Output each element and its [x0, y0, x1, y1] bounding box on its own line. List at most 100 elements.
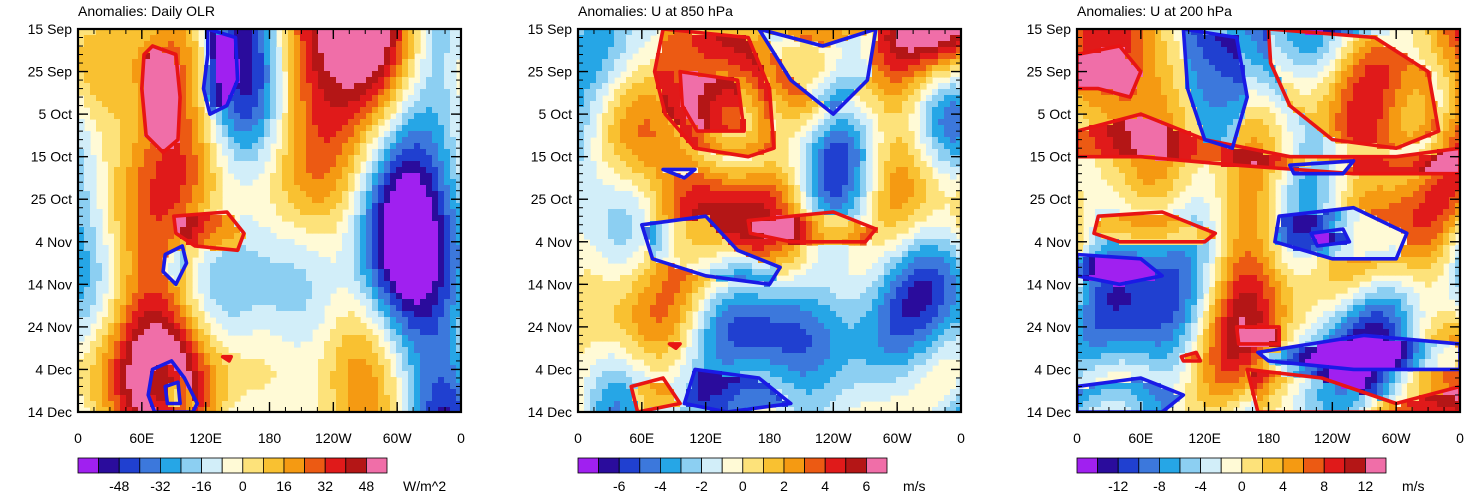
heatmap-cell [204, 119, 211, 126]
heatmap-cell [656, 125, 663, 132]
heatmap-cell [192, 383, 199, 390]
heatmap-cell [432, 131, 439, 138]
heatmap-cell [138, 341, 145, 348]
heatmap-cell [354, 47, 361, 54]
heatmap-cell [884, 59, 891, 66]
heatmap-cell [836, 65, 843, 72]
heatmap-cell [78, 167, 85, 174]
heatmap-cell [450, 35, 457, 42]
heatmap-cell [372, 317, 379, 324]
heatmap-cell [96, 335, 103, 342]
heatmap-cell [246, 53, 253, 60]
heatmap-cell [866, 77, 873, 84]
heatmap-cell [848, 29, 855, 36]
heatmap-cell [318, 47, 325, 54]
heatmap-cell [752, 125, 759, 132]
heatmap-cell [168, 197, 175, 204]
heatmap-cell [168, 377, 175, 384]
heatmap-cell [180, 65, 187, 72]
heatmap-cell [674, 113, 681, 120]
heatmap-cell [384, 323, 391, 330]
heatmap-cell [102, 29, 109, 36]
heatmap-cell [96, 227, 103, 234]
heatmap-field [578, 29, 961, 412]
heatmap-cell [432, 155, 439, 162]
heatmap-cell [402, 59, 409, 66]
heatmap-cell [144, 29, 151, 36]
heatmap-cell [204, 131, 211, 138]
heatmap-cell [288, 95, 295, 102]
heatmap-cell [168, 353, 175, 360]
heatmap-cell [866, 131, 873, 138]
heatmap-cell [132, 89, 139, 96]
heatmap-cell [812, 59, 819, 66]
heatmap-cell [162, 347, 169, 354]
heatmap-cell [294, 263, 301, 270]
heatmap-cell [102, 59, 109, 66]
heatmap-cell [90, 155, 97, 162]
heatmap-cell [456, 227, 461, 234]
heatmap-cell [650, 29, 657, 36]
heatmap-cell [438, 89, 445, 96]
heatmap-cell [722, 47, 729, 54]
heatmap-cell [258, 149, 265, 156]
heatmap-cell [956, 89, 961, 96]
heatmap-cell [438, 53, 445, 60]
heatmap-cell [408, 155, 415, 162]
heatmap-cell [336, 215, 343, 222]
heatmap-cell [710, 107, 717, 114]
heatmap-cell [108, 203, 115, 210]
heatmap-cell [402, 167, 409, 174]
heatmap-cell [426, 335, 433, 342]
heatmap-cell [264, 371, 271, 378]
heatmap-cell [456, 131, 461, 138]
heatmap-cell [402, 239, 409, 246]
heatmap-cell [384, 233, 391, 240]
heatmap-cell [348, 77, 355, 84]
heatmap-cell [150, 281, 157, 288]
heatmap-cell [444, 305, 451, 312]
heatmap-cell [414, 275, 421, 282]
heatmap-cell [192, 317, 199, 324]
heatmap-cell [108, 53, 115, 60]
heatmap-cell [596, 47, 603, 54]
heatmap-cell [360, 323, 367, 330]
heatmap-cell [180, 83, 187, 90]
heatmap-cell [204, 149, 211, 156]
colorbar-box [345, 457, 367, 474]
heatmap-cell [138, 119, 145, 126]
heatmap-cell [674, 65, 681, 72]
heatmap-cell [126, 167, 133, 174]
heatmap-cell [84, 317, 91, 324]
heatmap-cell [222, 95, 229, 102]
heatmap-cell [438, 347, 445, 354]
heatmap-cell [704, 119, 711, 126]
heatmap-cell [872, 95, 879, 102]
heatmap-cell [408, 137, 415, 144]
heatmap-cell [438, 359, 445, 366]
heatmap-cell [914, 41, 921, 48]
heatmap-cell [288, 251, 295, 258]
heatmap-cell [162, 233, 169, 240]
heatmap-cell [456, 149, 461, 156]
heatmap-cell [408, 161, 415, 168]
heatmap-cell [348, 407, 355, 412]
heatmap-cell [198, 173, 205, 180]
heatmap-cell [938, 113, 945, 120]
heatmap-cell [306, 251, 313, 258]
heatmap-cell [264, 317, 271, 324]
heatmap-cell [396, 71, 403, 78]
heatmap-cell [228, 395, 235, 402]
heatmap-cell [366, 305, 373, 312]
heatmap-cell [120, 203, 127, 210]
heatmap-cell [818, 89, 825, 96]
heatmap-cell [662, 77, 669, 84]
heatmap-cell [896, 113, 903, 120]
heatmap-cell [432, 275, 439, 282]
heatmap-cell [348, 395, 355, 402]
heatmap-cell [716, 113, 723, 120]
heatmap-cell [402, 137, 409, 144]
heatmap-cell [734, 65, 741, 72]
heatmap-cell [626, 41, 633, 48]
heatmap-cell [84, 263, 91, 270]
